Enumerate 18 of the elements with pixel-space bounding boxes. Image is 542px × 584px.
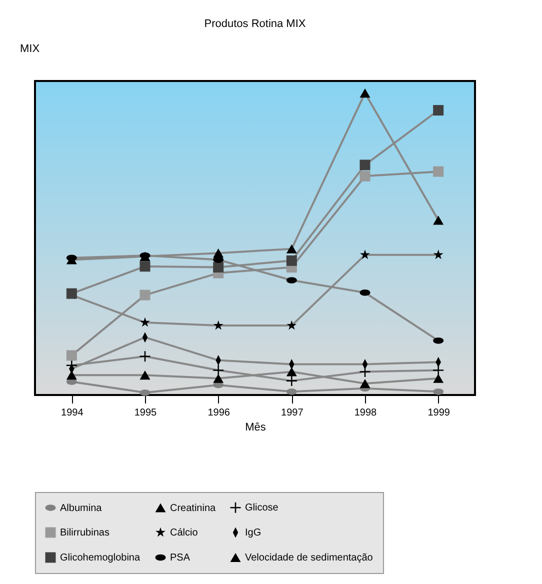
y-axis-title: MIX [20,43,40,55]
legend-label: Velocidade de sedimentação [245,552,374,564]
legend-label: Albumina [60,502,102,514]
x-tick-label: 1998 [354,408,378,418]
x-tick-label: 1995 [134,408,158,418]
x-tick-label: 1996 [208,408,230,418]
legend-label: Cálcio [170,528,198,538]
legend-label: Creatinina [170,502,216,514]
x-tick-label: 1999 [428,408,450,418]
legend-label: PSA [170,552,190,564]
x-tick-label: 1997 [281,408,304,418]
x-axis-title: Mês [245,422,266,434]
legend-label: IgG [245,528,262,538]
chart-title: Produtos Rotina MIX [204,18,306,30]
x-tick-label: 1994 [61,408,84,418]
legend-label: Bilirrubinas [60,528,110,538]
legend-label: Glicose [245,502,279,514]
legend-label: Glicohemoglobina [60,552,140,564]
